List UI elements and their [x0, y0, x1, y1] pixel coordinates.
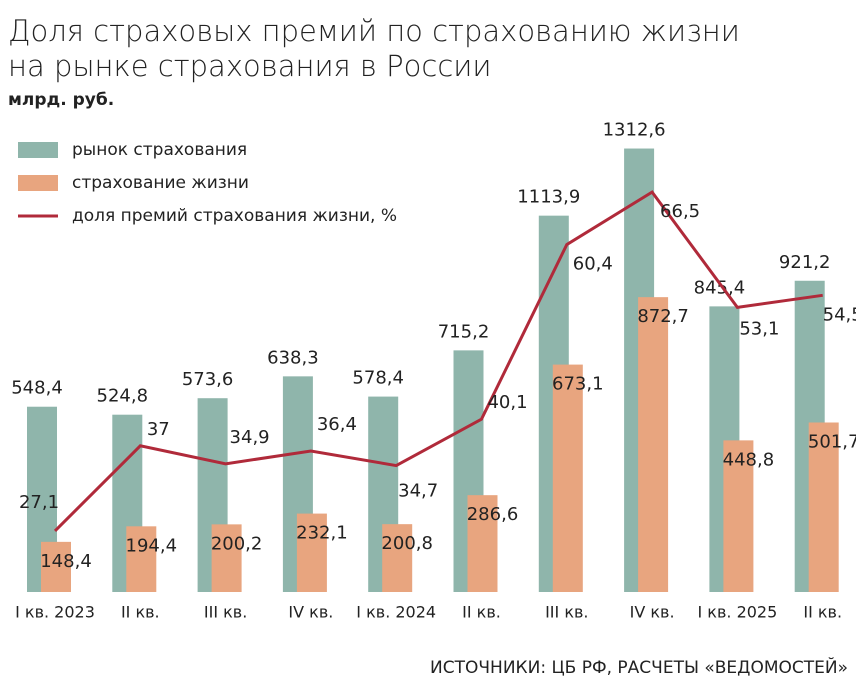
bar-label: 715,2	[438, 321, 490, 342]
bar-label: 200,8	[381, 533, 433, 554]
line-label: 66,5	[660, 201, 700, 222]
x-tick-label: II кв.	[462, 603, 501, 622]
legend-swatch	[18, 175, 58, 191]
x-tick-label: III кв.	[545, 603, 588, 622]
legend-label: доля премий страхования жизни, %	[72, 206, 397, 226]
bar	[808, 422, 839, 592]
bar	[552, 364, 583, 592]
bar-label: 673,1	[552, 374, 604, 395]
x-tick-label: I кв. 2023	[15, 603, 95, 622]
bar-label: 872,7	[637, 306, 689, 327]
line-label: 27,1	[19, 492, 59, 513]
line-label: 60,4	[573, 254, 613, 275]
bar	[296, 513, 327, 592]
bar-label: 448,8	[723, 449, 775, 470]
bar-label: 921,2	[779, 252, 831, 273]
bar-label: 1113,9	[517, 187, 580, 208]
bar-label: 638,3	[267, 347, 319, 368]
bar	[467, 495, 498, 592]
bar-label: 578,4	[352, 368, 404, 389]
x-tick-label: IV кв.	[630, 603, 675, 622]
line-label: 37	[147, 419, 170, 440]
source: ИСТОЧНИКИ: ЦБ РФ, РАСЧЕТЫ «ВЕДОМОСТЕЙ»	[430, 656, 848, 678]
line-label: 40,1	[487, 392, 527, 413]
bar-label: 524,8	[97, 386, 149, 407]
bar	[723, 440, 754, 592]
chart-subtitle: млрд. руб.	[8, 90, 114, 110]
bar	[126, 526, 157, 592]
chart-title: Доля страховых премий по страхованию жиз…	[8, 14, 740, 48]
x-tick-label: III кв.	[204, 603, 247, 622]
bar	[638, 297, 669, 592]
bar-label: 573,6	[182, 369, 234, 390]
bar-label: 1312,6	[603, 120, 666, 141]
x-tick-label: I кв. 2024	[356, 603, 436, 622]
line-label: 36,4	[317, 414, 357, 435]
line-label: 34,9	[230, 427, 270, 448]
bar	[211, 524, 242, 592]
legend-label: рынок страхования	[72, 140, 247, 160]
legend-swatch	[18, 142, 58, 158]
bar-label: 845,4	[694, 277, 746, 298]
line-label: 53,1	[739, 318, 779, 339]
line-label: 54,5	[823, 304, 856, 325]
x-tick-label: II кв.	[803, 603, 842, 622]
bar	[382, 524, 413, 592]
bar-label: 200,2	[211, 533, 263, 554]
bar-label: 548,4	[11, 378, 63, 399]
legend-label: страхование жизни	[72, 173, 249, 193]
bar-label: 232,1	[296, 523, 348, 544]
bar	[41, 541, 71, 592]
chart-title: на рынке страхования в России	[8, 49, 491, 83]
bar-label: 194,4	[126, 535, 178, 556]
x-tick-label: II кв.	[121, 603, 160, 622]
bar-label: 501,7	[808, 431, 856, 452]
line	[53, 190, 823, 533]
line-label: 34,7	[398, 481, 438, 502]
x-tick-label: IV кв.	[288, 603, 333, 622]
x-tick-label: I кв. 2025	[698, 603, 778, 622]
bar-label: 286,6	[467, 504, 519, 525]
bar-label: 148,4	[40, 551, 92, 572]
